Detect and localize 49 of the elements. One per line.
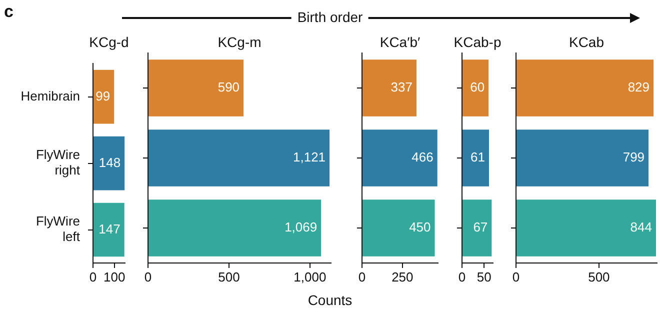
data-label: 829 xyxy=(628,80,650,95)
bar xyxy=(94,136,125,190)
x-tick-label: 1,000 xyxy=(294,269,326,284)
data-label: 61 xyxy=(470,150,486,165)
bar xyxy=(148,130,330,186)
x-tick-label: 250 xyxy=(392,269,414,284)
bar xyxy=(148,60,244,116)
data-label: 466 xyxy=(412,150,434,165)
y-tick-label: FlyWire right xyxy=(36,147,80,178)
x-tick-label: 0 xyxy=(512,269,520,284)
data-label: 450 xyxy=(409,220,431,235)
data-label: 67 xyxy=(473,220,488,235)
text: c xyxy=(4,2,14,22)
data-label: 99 xyxy=(96,88,110,104)
x-tick-label: 0 xyxy=(89,269,97,284)
chart-title: KCg-d xyxy=(89,34,129,50)
data-label: 1,069 xyxy=(284,220,318,235)
data-label: 799 xyxy=(622,150,645,165)
x-tick-label: 0 xyxy=(458,269,466,284)
data-label: 60 xyxy=(470,80,485,95)
data-label: 1,121 xyxy=(292,150,326,165)
data-label: 590 xyxy=(218,80,240,95)
x-tick-label: 500 xyxy=(218,269,240,284)
text: Birth order xyxy=(291,9,369,25)
x-tick-label: 0 xyxy=(144,269,152,284)
bar xyxy=(516,130,649,186)
bar xyxy=(94,70,114,124)
bar xyxy=(148,200,322,256)
data-label: 147 xyxy=(98,221,120,236)
chart-title: KCa′b′ xyxy=(380,34,420,50)
bar xyxy=(362,200,435,256)
x-tick-label: 50 xyxy=(476,269,492,284)
bar xyxy=(362,130,438,186)
data-label: 337 xyxy=(390,80,412,95)
data-label: 148 xyxy=(98,154,121,170)
x-tick-label: 500 xyxy=(588,269,610,284)
data-label: 844 xyxy=(630,220,652,235)
x-tick-label: 0 xyxy=(358,269,366,284)
chart-title: KCab xyxy=(568,34,604,50)
chart-title: KCab-p xyxy=(454,34,502,50)
bar xyxy=(516,200,656,256)
y-tick-label: FlyWire left xyxy=(36,214,80,244)
bar xyxy=(362,60,416,116)
bar xyxy=(94,202,124,257)
chart-title: KCg-m xyxy=(218,34,262,50)
y-tick-label: Hemibrain xyxy=(20,88,80,104)
x-axis-title: Counts xyxy=(308,292,352,308)
x-tick-label: 100 xyxy=(103,269,126,284)
bar xyxy=(516,60,654,116)
